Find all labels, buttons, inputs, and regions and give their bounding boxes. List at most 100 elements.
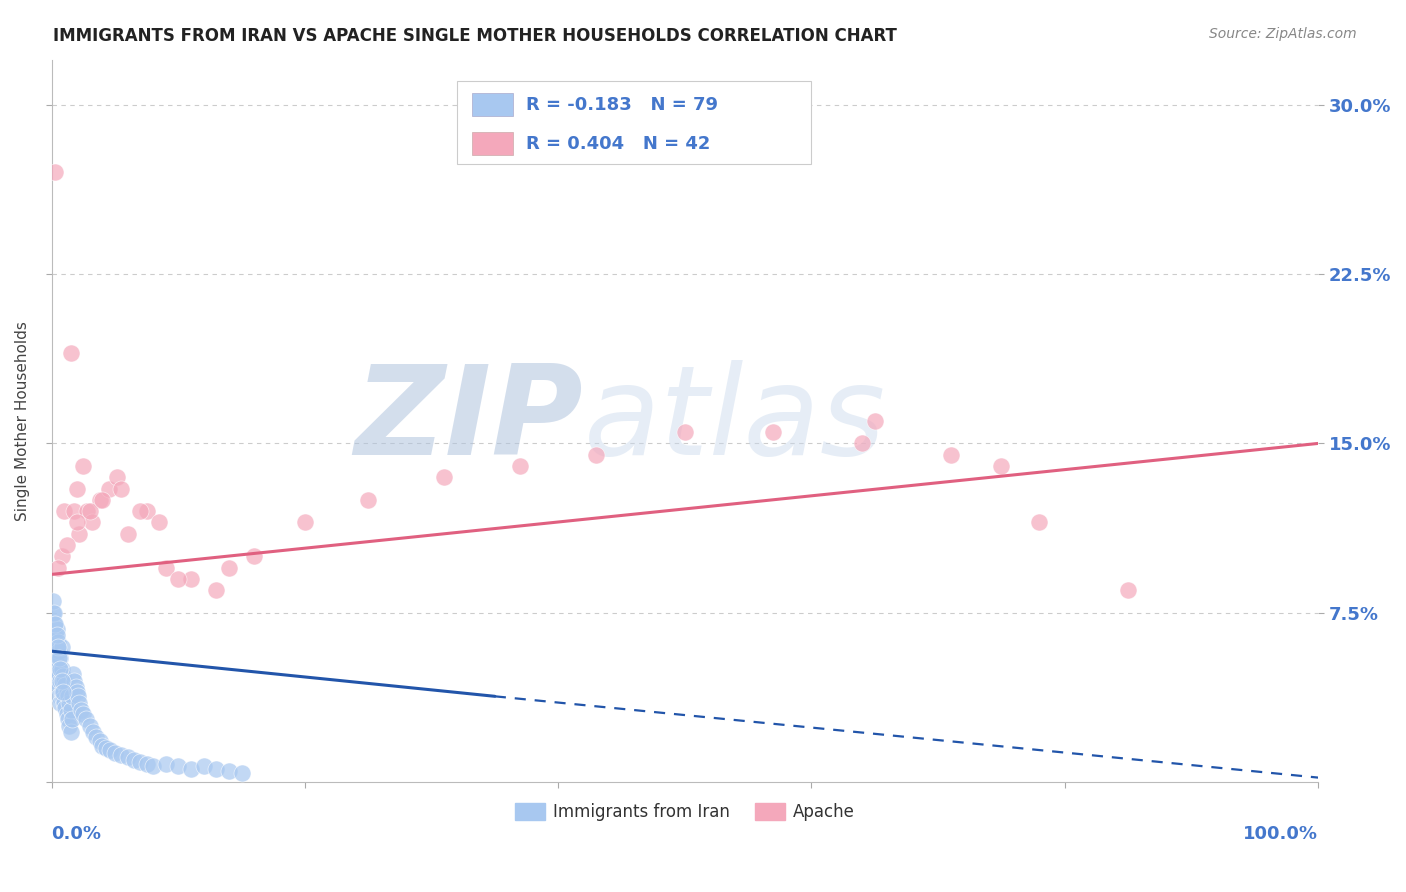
Point bbox=[98, 743, 121, 757]
Point bbox=[91, 492, 114, 507]
Point bbox=[42, 617, 65, 632]
Point bbox=[51, 640, 73, 654]
Point bbox=[89, 734, 111, 748]
Point bbox=[67, 526, 90, 541]
Point bbox=[66, 516, 89, 530]
Point bbox=[42, 594, 65, 608]
Point bbox=[117, 526, 139, 541]
Point bbox=[52, 691, 75, 706]
Point bbox=[44, 673, 66, 688]
Point bbox=[46, 657, 69, 672]
Point bbox=[110, 482, 132, 496]
Point bbox=[59, 703, 82, 717]
Text: Source: ZipAtlas.com: Source: ZipAtlas.com bbox=[1209, 27, 1357, 41]
Point bbox=[60, 712, 83, 726]
Point bbox=[218, 560, 240, 574]
Point bbox=[45, 628, 67, 642]
Point bbox=[79, 719, 101, 733]
Point bbox=[82, 725, 104, 739]
Point bbox=[69, 703, 91, 717]
Point bbox=[122, 752, 145, 766]
Point bbox=[148, 516, 170, 530]
Point bbox=[42, 651, 65, 665]
Point bbox=[59, 346, 82, 360]
Point bbox=[55, 685, 77, 699]
Point bbox=[55, 700, 77, 714]
FancyBboxPatch shape bbox=[472, 93, 513, 116]
FancyBboxPatch shape bbox=[472, 132, 513, 155]
Text: IMMIGRANTS FROM IRAN VS APACHE SINGLE MOTHER HOUSEHOLDS CORRELATION CHART: IMMIGRANTS FROM IRAN VS APACHE SINGLE MO… bbox=[53, 27, 897, 45]
Point bbox=[49, 696, 72, 710]
Point bbox=[51, 662, 73, 676]
Point bbox=[53, 696, 76, 710]
Point bbox=[205, 762, 228, 776]
Text: atlas: atlas bbox=[583, 360, 886, 482]
Point bbox=[66, 685, 89, 699]
Point bbox=[193, 759, 215, 773]
Point bbox=[79, 504, 101, 518]
Point bbox=[63, 504, 86, 518]
Point bbox=[51, 685, 73, 699]
Point bbox=[49, 662, 72, 676]
Point bbox=[58, 696, 80, 710]
Point bbox=[205, 583, 228, 598]
Point bbox=[49, 651, 72, 665]
Point bbox=[89, 492, 111, 507]
Point bbox=[129, 504, 152, 518]
Point bbox=[94, 741, 117, 756]
Point bbox=[67, 696, 90, 710]
Point bbox=[56, 712, 79, 726]
Point bbox=[72, 458, 94, 473]
Point bbox=[55, 538, 77, 552]
Point bbox=[863, 414, 886, 428]
Point bbox=[105, 470, 128, 484]
Point bbox=[509, 458, 531, 473]
Point bbox=[357, 492, 380, 507]
Point bbox=[42, 628, 65, 642]
Text: R = -0.183   N = 79: R = -0.183 N = 79 bbox=[526, 95, 718, 113]
Point bbox=[939, 448, 962, 462]
Point bbox=[46, 560, 69, 574]
Point bbox=[129, 755, 152, 769]
Point bbox=[52, 685, 75, 699]
Point bbox=[45, 644, 67, 658]
Point bbox=[762, 425, 785, 439]
Point bbox=[142, 759, 165, 773]
Point bbox=[218, 764, 240, 778]
Point bbox=[44, 165, 66, 179]
Point bbox=[167, 572, 190, 586]
Point bbox=[1028, 516, 1050, 530]
Point bbox=[48, 666, 70, 681]
Point bbox=[60, 690, 83, 704]
Point bbox=[180, 762, 202, 776]
Text: 0.0%: 0.0% bbox=[52, 825, 101, 844]
Point bbox=[155, 560, 177, 574]
FancyBboxPatch shape bbox=[457, 81, 811, 164]
Point bbox=[231, 766, 253, 780]
Point bbox=[72, 707, 94, 722]
Legend: Immigrants from Iran, Apache: Immigrants from Iran, Apache bbox=[508, 797, 862, 828]
Point bbox=[104, 746, 127, 760]
Point bbox=[433, 470, 456, 484]
Point bbox=[46, 635, 69, 649]
Point bbox=[53, 504, 76, 518]
Point bbox=[585, 448, 607, 462]
Point bbox=[135, 757, 157, 772]
Point bbox=[56, 690, 79, 704]
Point bbox=[48, 690, 70, 704]
Point bbox=[63, 673, 86, 688]
Point bbox=[80, 516, 103, 530]
Point bbox=[46, 680, 69, 694]
Text: R = 0.404   N = 42: R = 0.404 N = 42 bbox=[526, 135, 711, 153]
Point bbox=[135, 504, 157, 518]
Point bbox=[51, 673, 73, 688]
Point bbox=[53, 673, 76, 688]
Point bbox=[155, 757, 177, 772]
Point bbox=[62, 666, 84, 681]
Point bbox=[84, 730, 107, 744]
Point bbox=[42, 606, 65, 620]
Point bbox=[76, 504, 98, 518]
Point bbox=[42, 606, 65, 620]
Point bbox=[45, 666, 67, 681]
Text: 100.0%: 100.0% bbox=[1243, 825, 1317, 844]
